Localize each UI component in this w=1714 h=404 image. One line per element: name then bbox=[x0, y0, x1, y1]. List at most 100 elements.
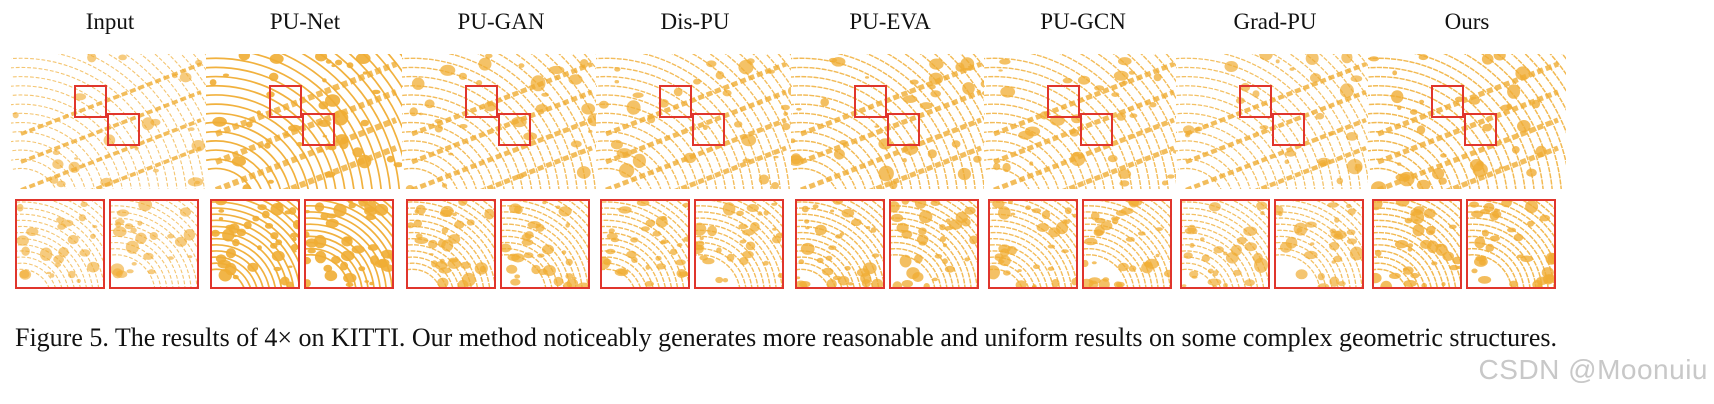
point-cluster bbox=[918, 241, 927, 246]
point-cluster bbox=[56, 216, 64, 224]
point-cluster bbox=[1164, 269, 1170, 278]
point-cluster bbox=[374, 259, 388, 268]
point-cluster bbox=[1471, 268, 1478, 274]
scan-ring bbox=[596, 94, 718, 189]
point-cluster bbox=[1391, 90, 1404, 104]
point-cluster bbox=[940, 236, 946, 243]
point-cluster bbox=[288, 207, 297, 215]
point-cluster bbox=[191, 140, 206, 152]
point-cluster bbox=[362, 71, 368, 75]
scan-ring bbox=[1176, 85, 1307, 189]
point-cluster bbox=[351, 245, 365, 254]
scan-ring bbox=[1290, 201, 1362, 249]
point-cluster bbox=[325, 218, 339, 228]
point-cluster bbox=[822, 267, 834, 276]
point-cluster bbox=[746, 204, 759, 212]
point-cluster bbox=[832, 201, 843, 205]
highlight-box bbox=[1047, 85, 1080, 118]
point-cluster bbox=[693, 78, 701, 85]
point-cluster bbox=[706, 60, 717, 68]
point-cluster bbox=[1416, 179, 1431, 189]
point-cluster bbox=[17, 203, 24, 212]
road-streak bbox=[20, 62, 202, 136]
point-cluster bbox=[1423, 208, 1436, 219]
point-cluster bbox=[891, 213, 904, 223]
scan-ring bbox=[836, 54, 958, 189]
point-cluster bbox=[1305, 221, 1317, 228]
scan-ring bbox=[17, 268, 50, 287]
scan-ring bbox=[602, 201, 688, 287]
point-cluster bbox=[699, 236, 704, 241]
scan-ring bbox=[1150, 201, 1170, 218]
point-cluster bbox=[346, 62, 354, 69]
point-cloud-render bbox=[984, 54, 1182, 189]
point-cluster bbox=[1329, 276, 1340, 287]
point-cluster bbox=[280, 276, 290, 286]
point-cluster bbox=[358, 266, 366, 272]
point-cluster bbox=[474, 262, 488, 275]
point-cluster bbox=[126, 269, 134, 274]
point-cluster bbox=[1252, 90, 1260, 98]
point-cluster bbox=[1223, 282, 1228, 287]
road-streak bbox=[214, 117, 398, 189]
point-cluster bbox=[1394, 240, 1409, 249]
highlight-box bbox=[1431, 85, 1464, 118]
point-cluster bbox=[771, 202, 778, 206]
scan-ring bbox=[111, 254, 156, 287]
scan-ring bbox=[602, 201, 688, 287]
point-cluster bbox=[1008, 201, 1013, 204]
scan-ring bbox=[306, 217, 387, 287]
scan-ring bbox=[990, 225, 1067, 287]
point-cluster bbox=[1125, 236, 1135, 242]
point-cluster bbox=[1517, 120, 1531, 133]
scan-ring bbox=[1084, 248, 1135, 287]
point-cluster bbox=[1284, 159, 1290, 164]
point-cluster bbox=[1289, 67, 1295, 71]
scan-ring bbox=[791, 75, 931, 189]
scan-ring bbox=[447, 54, 569, 189]
point-cluster bbox=[212, 229, 220, 237]
point-cluster bbox=[458, 201, 468, 206]
point-cluster bbox=[320, 212, 329, 220]
point-cluster bbox=[434, 124, 443, 133]
point-cluster bbox=[738, 223, 748, 230]
scan-ring bbox=[602, 201, 688, 287]
point-cluster bbox=[46, 271, 52, 275]
scan-ring bbox=[1437, 201, 1460, 220]
point-cluster bbox=[707, 225, 717, 237]
point-cluster bbox=[1416, 125, 1426, 135]
scan-ring bbox=[1342, 201, 1362, 218]
point-cluster bbox=[826, 279, 837, 287]
scan-ring bbox=[206, 140, 282, 189]
point-cluster bbox=[484, 208, 494, 220]
point-cluster bbox=[804, 219, 810, 224]
point-cluster bbox=[314, 202, 325, 212]
point-cluster bbox=[1295, 269, 1308, 280]
point-cluster bbox=[833, 149, 845, 160]
point-cluster bbox=[696, 241, 699, 245]
figure-grid: Input PU-Net PU-GAN Dis-PU PU-EVA PU-GCN Grad-… bbox=[11, 9, 1566, 289]
scan-ring bbox=[602, 231, 672, 287]
scan-ring bbox=[212, 213, 298, 284]
point-cluster bbox=[576, 166, 591, 179]
point-cluster bbox=[1118, 57, 1132, 66]
scan-ring bbox=[797, 268, 830, 287]
point-cluster bbox=[892, 281, 903, 287]
highlight-box bbox=[692, 113, 725, 146]
scan-ring bbox=[1374, 207, 1460, 263]
point-cluster bbox=[267, 179, 274, 184]
point-cluster bbox=[1128, 265, 1137, 272]
point-cluster bbox=[1431, 261, 1438, 266]
scan-ring bbox=[891, 247, 942, 287]
point-cluster bbox=[1088, 280, 1099, 287]
scan-ring bbox=[111, 235, 174, 287]
scan-ring bbox=[11, 85, 142, 189]
point-cluster bbox=[828, 57, 838, 63]
scan-ring bbox=[212, 250, 264, 287]
point-cluster bbox=[715, 276, 724, 284]
point-cluster bbox=[632, 153, 646, 168]
scan-ring bbox=[17, 213, 103, 282]
point-cluster bbox=[314, 250, 327, 264]
point-cluster bbox=[252, 215, 260, 222]
point-cloud-render bbox=[402, 54, 600, 189]
